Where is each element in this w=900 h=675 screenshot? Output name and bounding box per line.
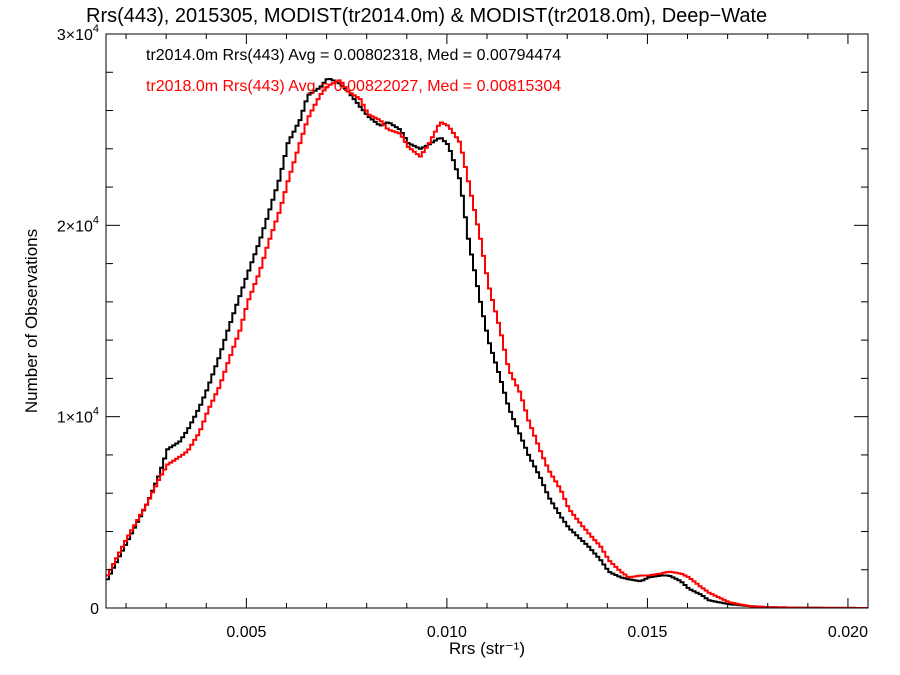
series-annotation-tr2014: tr2014.0m Rrs(443) Avg = 0.00802318, Med…	[146, 47, 561, 64]
series-annotation-tr2018: tr2018.0m Rrs(443) Avg = 0.00822027, Med…	[146, 78, 561, 95]
x-tick-label: 0.015	[627, 624, 667, 641]
x-tick-label: 0.005	[226, 624, 266, 641]
y-tick-label: 0	[90, 601, 99, 618]
plot-area	[106, 78, 868, 608]
y-axis-label: Number of Observations	[22, 229, 41, 413]
y-tick-label: 1×104	[57, 406, 99, 427]
y-axis: 0 1×104 2×104 3×104	[57, 23, 868, 618]
x-tick-label: 0.010	[427, 624, 467, 641]
x-axis-label: Rrs (str⁻¹)	[449, 639, 525, 658]
x-tick-label: 0.020	[828, 624, 868, 641]
series-line-tr2018.0m	[106, 79, 868, 608]
series-line-tr2014.0m	[106, 78, 868, 608]
plot-frame	[105, 33, 869, 609]
y-tick-label: 3×104	[57, 23, 99, 44]
x-axis: 0.005 0.010 0.015 0.020	[125, 34, 868, 641]
chart-title: Rrs(443), 2015305, MODIST(tr2014.0m) & M…	[86, 5, 767, 27]
y-tick-label: 2×104	[57, 214, 99, 235]
